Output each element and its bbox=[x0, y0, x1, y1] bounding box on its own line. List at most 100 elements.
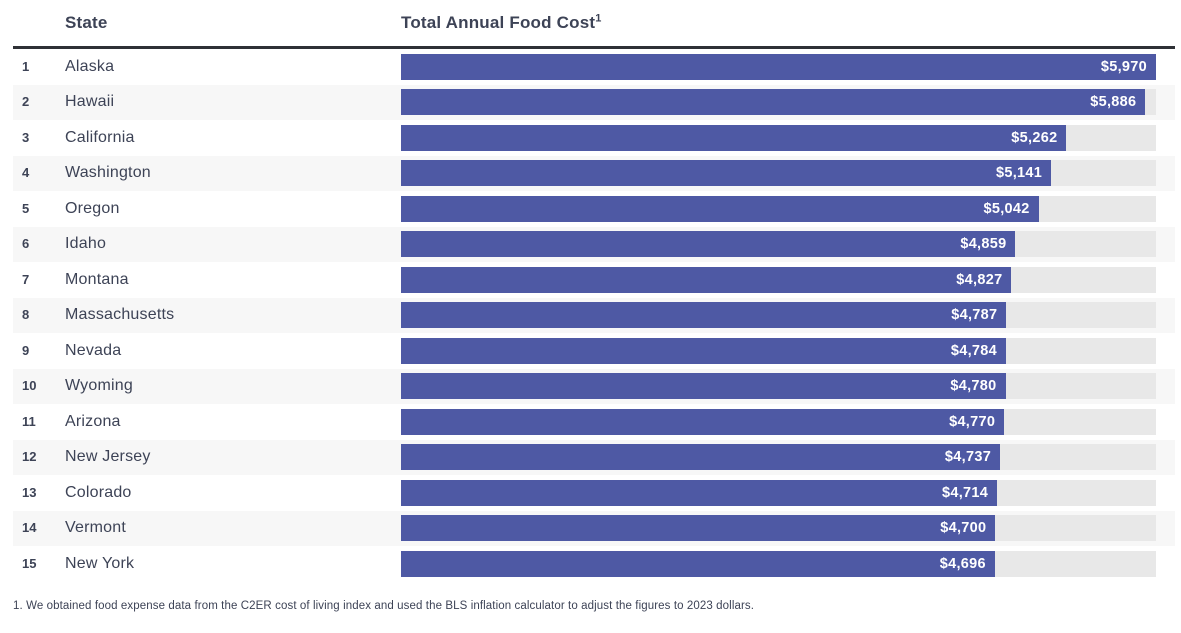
rank-cell: 11 bbox=[13, 413, 65, 431]
rank-value: 14 bbox=[22, 520, 37, 536]
bar-fill: $4,787 bbox=[401, 302, 1007, 329]
rank-cell: 8 bbox=[13, 306, 65, 324]
cost-column-label: Total Annual Food Cost1 bbox=[401, 12, 602, 33]
table-header-row: State Total Annual Food Cost1 bbox=[13, 0, 1175, 49]
state-cell: Nevada bbox=[65, 342, 401, 360]
bar-value-label: $4,700 bbox=[940, 520, 987, 537]
rank-cell: 14 bbox=[13, 519, 65, 537]
state-column-label: State bbox=[65, 13, 108, 32]
rank-cell: 15 bbox=[13, 555, 65, 573]
state-cell: Vermont bbox=[65, 519, 401, 537]
bar-value-label: $5,886 bbox=[1090, 94, 1137, 111]
bar-fill: $4,737 bbox=[401, 444, 1001, 471]
bar-track: $5,141 bbox=[401, 160, 1156, 187]
rank-cell: 9 bbox=[13, 342, 65, 360]
table-row: 13 Colorado $4,714 bbox=[13, 475, 1175, 511]
table-row: 11 Arizona $4,770 bbox=[13, 404, 1175, 440]
rank-value: 1 bbox=[22, 58, 30, 74]
state-name: Montana bbox=[65, 270, 129, 288]
bar-track: $5,262 bbox=[401, 124, 1156, 151]
bar-value-label: $4,784 bbox=[950, 342, 997, 359]
state-cell: Hawaii bbox=[65, 93, 401, 111]
state-column-header: State bbox=[65, 13, 401, 33]
bar-cell: $4,770 bbox=[401, 408, 1175, 435]
bar-cell: $4,700 bbox=[401, 515, 1175, 542]
bar-track: $5,886 bbox=[401, 89, 1156, 116]
rank-value: 13 bbox=[22, 484, 37, 500]
bar-fill: $4,696 bbox=[401, 550, 995, 577]
rank-cell: 6 bbox=[13, 235, 65, 253]
state-name: Arizona bbox=[65, 412, 121, 430]
rank-cell: 4 bbox=[13, 164, 65, 182]
bar-track: $4,737 bbox=[401, 444, 1156, 471]
rank-cell: 10 bbox=[13, 377, 65, 395]
state-cell: Wyoming bbox=[65, 377, 401, 395]
state-cell: Washington bbox=[65, 164, 401, 182]
bar-cell: $4,780 bbox=[401, 373, 1175, 400]
bar-track: $4,787 bbox=[401, 302, 1156, 329]
state-name: Oregon bbox=[65, 199, 120, 217]
table-row: 5 Oregon $5,042 bbox=[13, 191, 1175, 227]
table-row: 3 California $5,262 bbox=[13, 120, 1175, 156]
state-cell: California bbox=[65, 129, 401, 147]
state-name: Vermont bbox=[65, 519, 126, 537]
bar-track: $4,700 bbox=[401, 515, 1156, 542]
state-name: Idaho bbox=[65, 235, 107, 253]
bar-track: $4,770 bbox=[401, 408, 1156, 435]
bar-cell: $5,886 bbox=[401, 89, 1175, 116]
table-body: 1 Alaska $5,970 2 Hawaii $5,886 bbox=[13, 49, 1175, 582]
rank-cell: 12 bbox=[13, 448, 65, 466]
state-cell: New Jersey bbox=[65, 448, 401, 466]
bar-fill: $4,770 bbox=[401, 408, 1005, 435]
bar-track: $5,970 bbox=[401, 53, 1156, 80]
bar-track: $4,784 bbox=[401, 337, 1156, 364]
table-row: 2 Hawaii $5,886 bbox=[13, 84, 1175, 120]
table-row: 1 Alaska $5,970 bbox=[13, 49, 1175, 85]
rank-cell: 2 bbox=[13, 93, 65, 111]
bar-value-label: $4,714 bbox=[942, 484, 989, 501]
cost-column-label-text: Total Annual Food Cost bbox=[401, 13, 596, 33]
table-row: 10 Wyoming $4,780 bbox=[13, 368, 1175, 404]
bar-cell: $5,042 bbox=[401, 195, 1175, 222]
state-name: Washington bbox=[65, 164, 151, 182]
state-cell: Idaho bbox=[65, 235, 401, 253]
state-name: Wyoming bbox=[65, 377, 133, 395]
table-row: 8 Massachusetts $4,787 bbox=[13, 297, 1175, 333]
state-cell: Montana bbox=[65, 271, 401, 289]
rank-cell: 1 bbox=[13, 58, 65, 76]
state-name: Hawaii bbox=[65, 93, 115, 111]
bar-fill: $5,262 bbox=[401, 124, 1067, 151]
bar-fill: $4,780 bbox=[401, 373, 1006, 400]
bar-fill: $5,970 bbox=[401, 53, 1156, 80]
rank-value: 10 bbox=[22, 378, 37, 394]
bar-fill: $4,784 bbox=[401, 337, 1006, 364]
bar-fill: $4,827 bbox=[401, 266, 1012, 293]
bar-cell: $4,784 bbox=[401, 337, 1175, 364]
state-name: New Jersey bbox=[65, 448, 151, 466]
bar-cell: $4,696 bbox=[401, 550, 1175, 577]
table-row: 15 New York $4,696 bbox=[13, 546, 1175, 582]
state-cell: Arizona bbox=[65, 413, 401, 431]
bar-cell: $4,787 bbox=[401, 302, 1175, 329]
rank-value: 9 bbox=[22, 342, 30, 358]
state-cell: Colorado bbox=[65, 484, 401, 502]
rank-value: 15 bbox=[22, 555, 37, 571]
bar-fill: $5,886 bbox=[401, 89, 1146, 116]
state-name: Alaska bbox=[65, 57, 115, 75]
state-name: Colorado bbox=[65, 483, 132, 501]
rank-value: 12 bbox=[22, 449, 37, 465]
bar-value-label: $4,827 bbox=[956, 271, 1003, 288]
footnote-marker: 1 bbox=[595, 12, 602, 25]
bar-cell: $4,737 bbox=[401, 444, 1175, 471]
bar-track: $4,780 bbox=[401, 373, 1156, 400]
state-cell: Massachusetts bbox=[65, 306, 401, 324]
bar-cell: $5,970 bbox=[401, 53, 1175, 80]
table-row: 7 Montana $4,827 bbox=[13, 262, 1175, 298]
rank-cell: 7 bbox=[13, 271, 65, 289]
footnote-text: 1. We obtained food expense data from th… bbox=[13, 600, 755, 612]
state-name: California bbox=[65, 128, 135, 146]
bar-cell: $4,859 bbox=[401, 231, 1175, 258]
rank-value: 6 bbox=[22, 236, 30, 252]
cost-column-header: Total Annual Food Cost1 bbox=[401, 13, 1175, 34]
